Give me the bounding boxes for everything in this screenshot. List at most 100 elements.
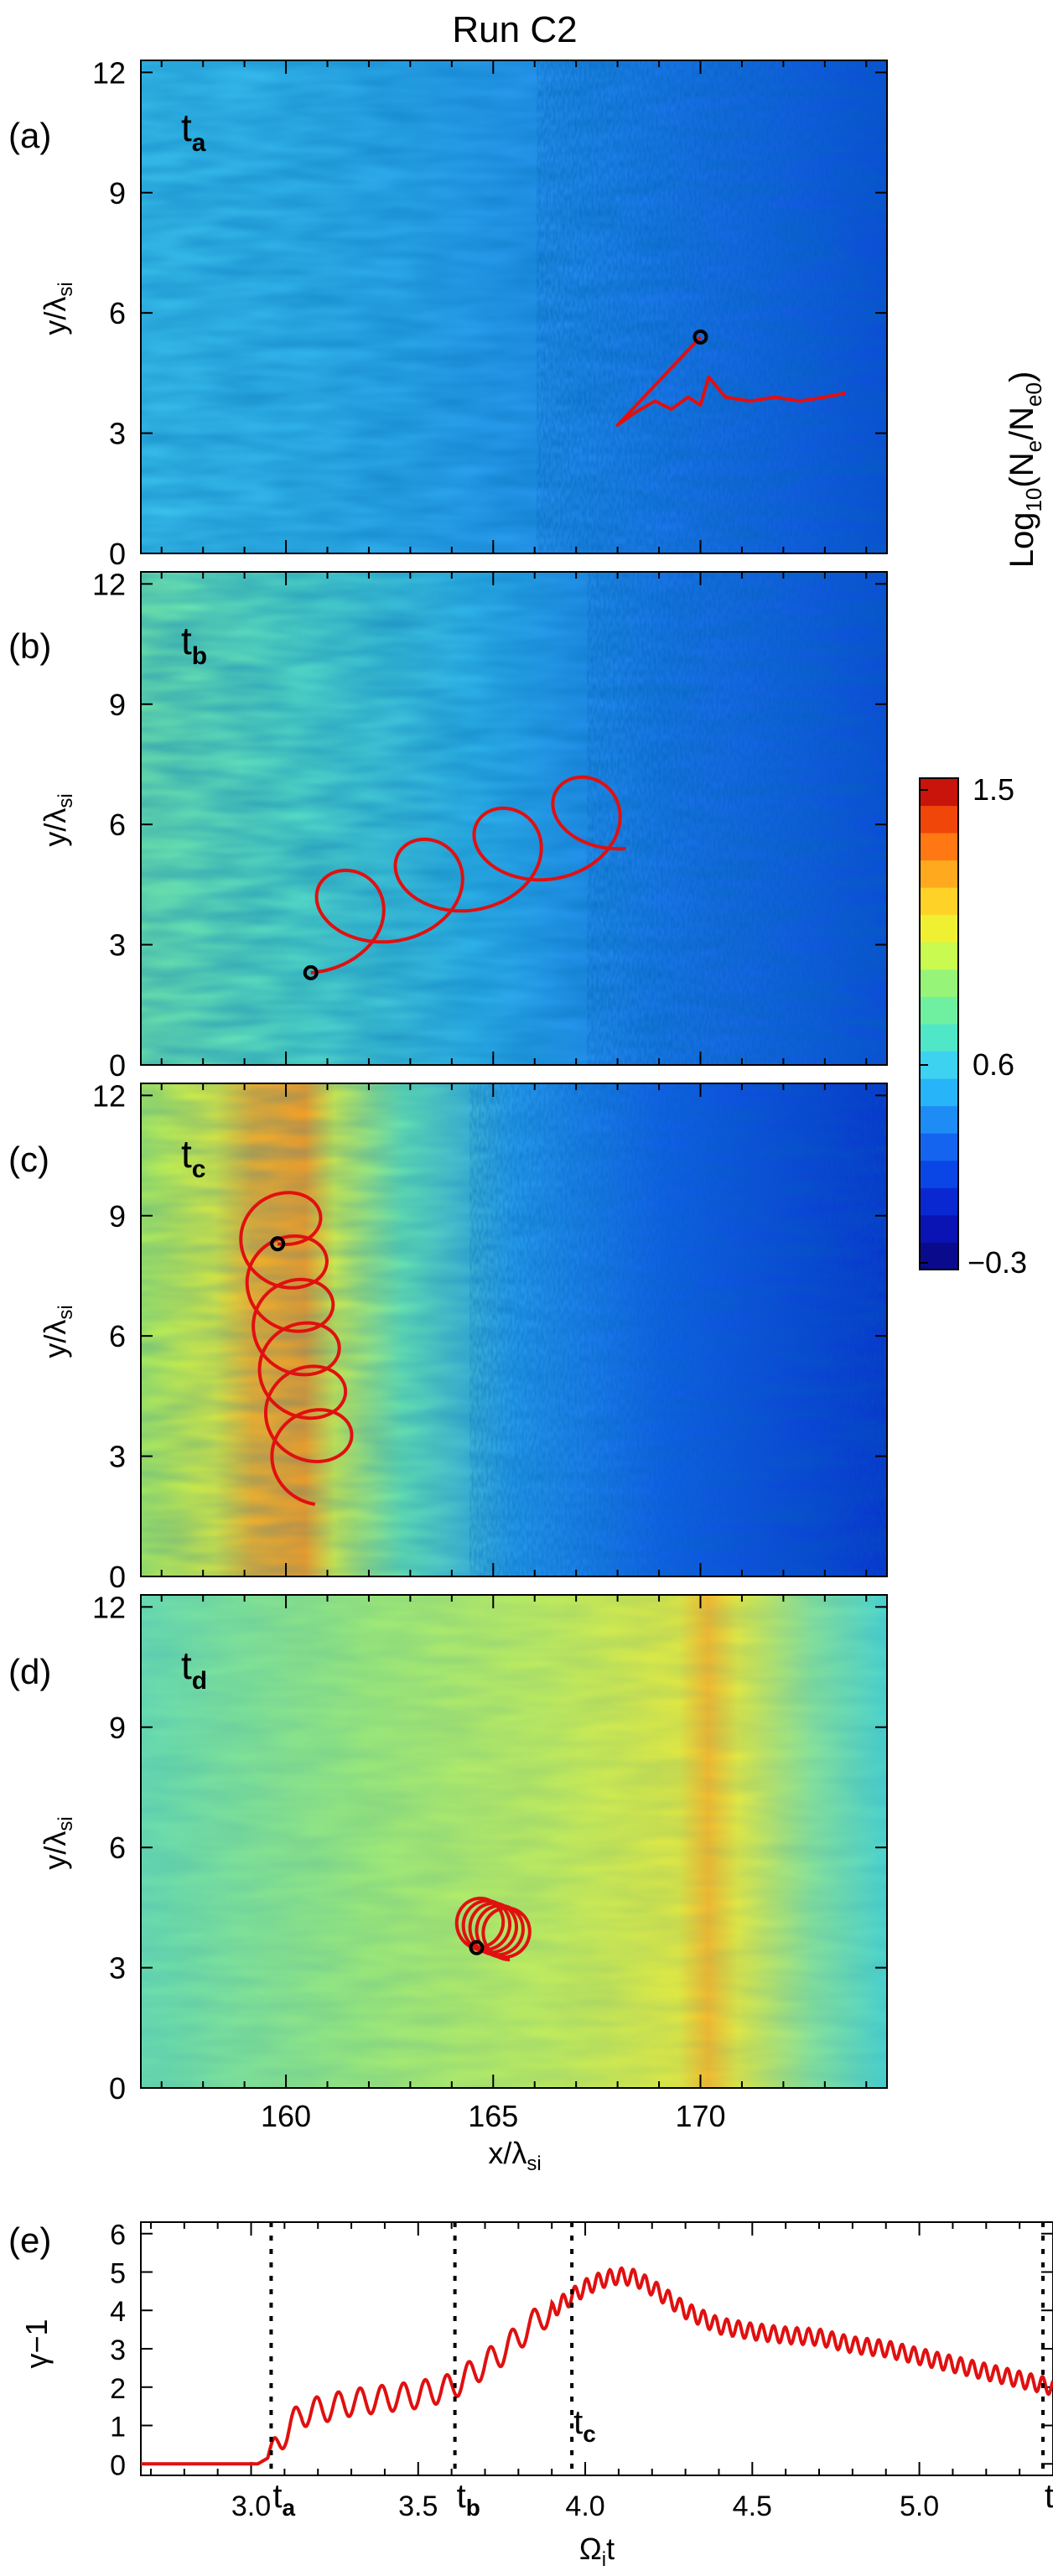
time-markers: ta tb tc td — [269, 2222, 1053, 2521]
map-y-tick-label: 3 — [109, 928, 126, 963]
density-map-c — [141, 1083, 887, 1576]
particle-marker — [270, 1236, 286, 1252]
line-x-tick-label: 3.0 — [231, 2490, 271, 2522]
colorbar-swatch — [920, 1133, 958, 1161]
map-x-tick-label: 170 — [675, 2099, 725, 2133]
map-y-tick-label: 6 — [109, 1831, 126, 1865]
panel-label-e: (e) — [8, 2220, 51, 2260]
figure-title: Run C2 — [452, 9, 577, 50]
colorbar-frame — [919, 777, 959, 1270]
colorbar-swatch — [920, 805, 958, 834]
panel-label-c: (c) — [8, 1140, 49, 1179]
line-y-tick-label: 2 — [110, 2373, 126, 2405]
colorbar-tick-top: 1.5 — [973, 772, 1014, 807]
line-y-tick-label: 1 — [110, 2412, 126, 2444]
x-axis-label-maps: x/λsi — [488, 2136, 541, 2175]
map-y-tick-label: 0 — [109, 537, 126, 571]
density-map-d — [141, 1595, 887, 2088]
colorbar-tick-bottom: −0.3 — [967, 1245, 1027, 1280]
y-axis-label-d: y/λsi — [38, 1816, 77, 1869]
line-y-tick-label: 4 — [110, 2296, 126, 2328]
colorbar-swatches — [920, 778, 958, 1270]
map-y-tick-label: 6 — [109, 1319, 126, 1353]
map-y-tick-label: 0 — [109, 1048, 126, 1083]
colorbar-swatch — [920, 1187, 958, 1216]
line-axes: 0 1 2 3 4 5 6 3.0 3.5 4.0 4.5 5.0 — [110, 2220, 1053, 2522]
time-marker-label: td — [1045, 2478, 1053, 2521]
line-y-tick-label: 3 — [110, 2334, 126, 2366]
density-speckle-a — [537, 60, 887, 553]
map-y-tick-label: 12 — [92, 1078, 126, 1113]
map-x-tick-label: 165 — [468, 2099, 518, 2133]
line-series-group — [141, 2266, 1053, 2466]
colorbar-swatch — [920, 833, 958, 861]
colorbar-label: Log10(Ne/Ne0) — [1004, 371, 1046, 569]
colorbar-swatch — [920, 1214, 958, 1243]
map-y-tick-label: 12 — [92, 567, 126, 601]
y-axis-label-a: y/λsi — [38, 282, 77, 335]
colorbar-tick-mid: 0.6 — [973, 1047, 1014, 1082]
density-speckle-b — [587, 572, 887, 1065]
time-label-b: tb — [181, 619, 207, 670]
colorbar-swatch — [920, 860, 958, 888]
particle-path — [615, 335, 846, 427]
particle-path — [310, 775, 626, 974]
map-y-tick-label: 9 — [109, 1711, 126, 1745]
panel-frame-a — [140, 60, 888, 554]
map-y-tick-label: 6 — [109, 296, 126, 330]
colorbar-swatch — [920, 1105, 958, 1134]
colorbar-swatch — [920, 942, 958, 970]
map-y-tick-label: 9 — [109, 176, 126, 210]
density-texture-d — [141, 1595, 887, 2088]
map-y-tick-label: 12 — [92, 1590, 126, 1624]
time-label-a: ta — [181, 106, 206, 157]
trajectory-b — [303, 775, 626, 981]
line-y-tick-label: 6 — [110, 2220, 126, 2251]
map-y-tick-label: 3 — [109, 1440, 126, 1474]
colorbar-swatch — [920, 914, 958, 943]
line-y-tick-label: 5 — [110, 2257, 126, 2289]
time-label-d: td — [181, 1644, 207, 1695]
line-y-axis-label: γ−1 — [19, 2319, 54, 2368]
particle-marker — [692, 329, 708, 345]
trajectory-c — [239, 1191, 354, 1506]
colorbar-swatch — [920, 1160, 958, 1188]
particle-path — [454, 1896, 532, 1961]
time-marker-label: tb — [457, 2478, 480, 2521]
trajectory-d — [454, 1896, 532, 1961]
colorbar-swatch — [920, 887, 958, 916]
map-y-tick-label: 0 — [109, 1560, 126, 1594]
map-y-tick-label: 12 — [92, 55, 126, 90]
map-y-tick-label: 6 — [109, 808, 126, 842]
colorbar: Log10(Ne/Ne0) 1.5 0.6 −0.3 — [919, 371, 1046, 1280]
colorbar-swatch — [920, 778, 958, 807]
panel-frame-c — [140, 1083, 888, 1577]
line-x-tick-label: 4.0 — [565, 2490, 604, 2522]
colorbar-swatch — [920, 1242, 958, 1270]
particle-path — [239, 1191, 354, 1506]
map-y-tick-label: 3 — [109, 1951, 126, 1986]
colorbar-swatch — [920, 1078, 958, 1107]
map-x-tick-label: 160 — [261, 2099, 311, 2133]
colorbar-swatch — [920, 969, 958, 997]
map-y-tick-label: 9 — [109, 1199, 126, 1233]
map-y-tick-label: 3 — [109, 417, 126, 451]
line-x-tick-label: 4.5 — [733, 2490, 772, 2522]
trajectory-a — [615, 329, 846, 427]
map-y-tick-label: 9 — [109, 688, 126, 722]
colorbar-swatch — [920, 1024, 958, 1052]
y-axis-label-b: y/λsi — [38, 793, 77, 846]
density-map-a — [141, 60, 887, 553]
line-x-axis-label: Ωit — [579, 2532, 615, 2571]
time-label-c: tc — [181, 1132, 205, 1183]
particle-marker — [469, 1940, 485, 1955]
panel-label-b: (b) — [8, 626, 51, 666]
y-axis-label-c: y/λsi — [38, 1305, 77, 1358]
time-marker-label: tc — [573, 2404, 596, 2447]
panel-label-d: (d) — [8, 1652, 51, 1691]
line-y-tick-label: 0 — [110, 2449, 126, 2481]
panel-frame-b — [140, 571, 888, 1066]
